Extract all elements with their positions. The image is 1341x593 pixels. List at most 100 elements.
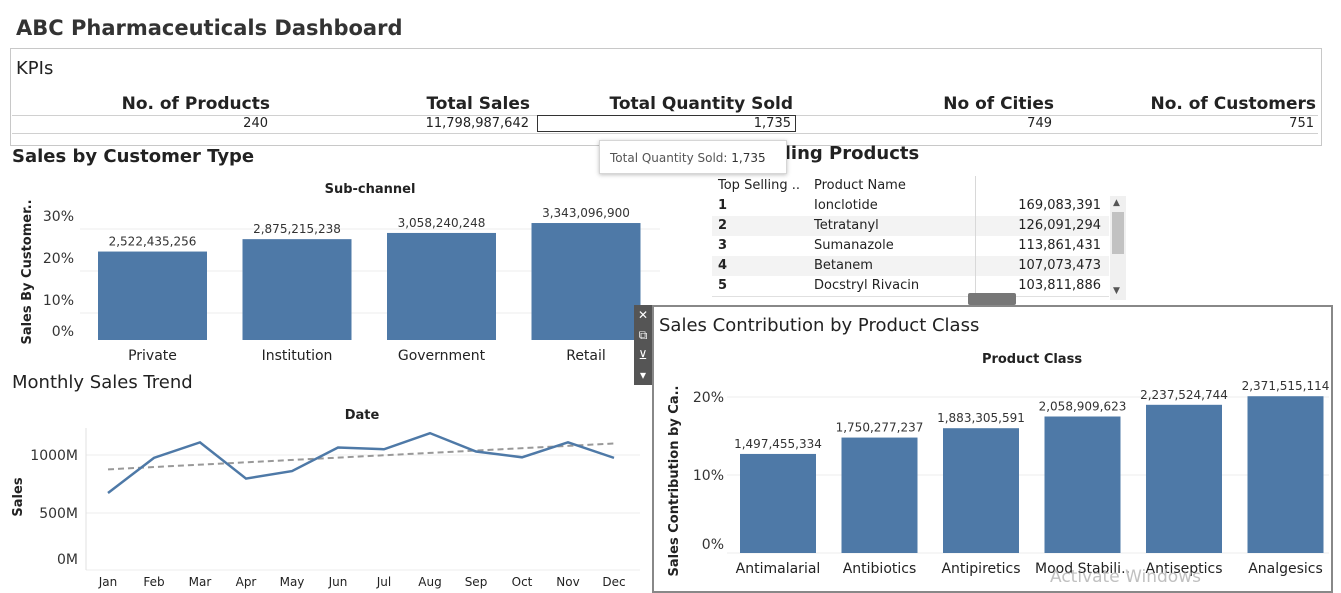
column-header-product-name[interactable]: Product Name [814,178,906,193]
row-rank: 3 [718,238,728,253]
bar-value-label: 2,237,524,744 [1140,388,1228,402]
kpi-value-products[interactable]: 240 [243,116,268,131]
row-sales: 169,083,391 [1018,198,1101,213]
row-product-name: Sumanazole [814,238,894,253]
windows-activation-watermark: Activate Windows [1050,567,1201,587]
row-product-name: Docstryl Rivacin [814,278,920,293]
x-tick-label: Jul [376,575,391,589]
kpi-tooltip: Total Quantity Sold: 1,735 [599,140,787,174]
product-class-panel[interactable]: Sales Contribution by Product Class Prod… [652,305,1333,593]
x-tick-label: Jun [328,575,348,589]
x-category-label: Antiseptics [1146,561,1223,577]
customer-type-section-title: Sales by Customer Type [12,146,255,167]
x-category-label: Antimalarial [736,561,821,577]
table-row[interactable]: 5 Docstryl Rivacin 103,811,886 [712,276,1109,297]
bar-value-label: 3,343,096,900 [542,206,630,220]
row-rank: 5 [718,278,728,293]
scroll-up-icon[interactable]: ▲ [1113,198,1120,208]
x-tick-label: Aug [418,575,441,589]
x-tick-label: May [280,575,305,589]
kpi-header-customers: No. of Customers [1150,94,1316,114]
row-sales: 113,861,431 [1018,238,1101,253]
kpi-value-total-sales[interactable]: 11,798,987,642 [425,116,529,131]
trend-line [107,442,615,471]
scroll-down-icon[interactable]: ▼ [1113,286,1120,296]
tooltip-value: 1,735 [731,151,766,165]
x-tick-label: Oct [512,575,533,589]
top-products-table[interactable]: Top Selling .. Product Name 1 Ionclotide… [712,176,1126,300]
bar[interactable] [1247,396,1324,553]
bar[interactable] [98,251,207,340]
x-category-label: Private [128,348,177,364]
x-tick-label: Nov [556,575,579,589]
dashboard-title: ABC Pharmaceuticals Dashboard [16,16,403,40]
x-tick-label: Mar [189,575,212,589]
bar[interactable] [740,453,816,553]
bar-value-label: 1,750,277,237 [836,421,924,435]
customer-type-chart-header: Sub-channel [324,182,416,197]
kpi-header-products: No. of Products [121,94,270,114]
y-tick-label: 0% [702,537,724,553]
sales-line[interactable] [107,431,615,494]
row-sales: 103,811,886 [1018,278,1101,293]
y-tick-label: 20% [43,251,74,267]
bar[interactable] [531,223,641,340]
kpi-value-quantity[interactable]: 1,735 [753,116,791,131]
row-sales: 107,073,473 [1018,258,1101,273]
y-tick-label: 30% [43,209,74,225]
y-tick-label: 500M [39,506,78,522]
table-row[interactable]: 4 Betanem 107,073,473 [712,256,1109,277]
bar[interactable] [943,428,1019,553]
x-category-label: Institution [262,348,333,364]
y-tick-label: 0M [57,552,78,568]
row-rank: 1 [718,198,728,213]
x-tick-label: Feb [143,575,164,589]
table-row[interactable]: 2 Tetratanyl 126,091,294 [712,216,1109,237]
bar[interactable] [1146,404,1222,553]
x-tick-label: Jan [98,575,118,589]
monthly-trend-y-axis-label: Sales [11,477,26,516]
bar[interactable] [841,437,918,553]
bar[interactable] [242,239,352,340]
bar-value-label: 2,371,515,114 [1242,379,1330,393]
y-tick-label: 20% [693,390,724,406]
kpi-header-total-sales: Total Sales [426,94,530,114]
x-tick-label: Sep [465,575,488,589]
table-scrollbar[interactable]: ▲ ▼ [1110,196,1126,300]
y-tick-label: 10% [43,293,74,309]
bar-value-label: 1,883,305,591 [937,411,1025,425]
kpi-value-cities[interactable]: 749 [1027,116,1052,131]
customer-type-chart: Sales By Customer.. 30% 20% 10% 0% 2,522… [20,199,660,364]
kpi-header-cities: No of Cities [943,94,1054,114]
table-row[interactable]: 1 Ionclotide 169,083,391 [712,196,1109,217]
bar[interactable] [1044,416,1121,554]
monthly-trend-chart: Sales 1000M 500M 0M Jan Feb Mar Apr May Jun Ju… [11,428,640,589]
x-category-label: Antipiretics [941,561,1020,577]
x-tick-label: Apr [236,575,257,589]
x-category-label: Antibiotics [843,561,917,577]
row-product-name: Betanem [814,258,873,273]
close-icon[interactable]: ✕ [637,308,649,322]
drag-handle[interactable] [968,293,1016,305]
column-header-rank[interactable]: Top Selling .. [718,178,801,193]
kpi-selection-highlight [537,115,796,132]
kpi-section-title: KPIs [16,58,54,79]
bar-value-label: 3,058,240,248 [398,216,486,230]
x-category-label: Retail [566,348,606,364]
bar-value-label: 2,875,215,238 [253,222,341,236]
scrollbar-thumb[interactable] [1112,212,1124,254]
table-row[interactable]: 3 Sumanazole 113,861,431 [712,236,1109,257]
row-rank: 2 [718,218,728,233]
bar-value-label: 1,497,455,334 [734,437,822,451]
bar[interactable] [387,232,496,340]
x-category-label: Analgesics [1248,561,1323,577]
bar-value-label: 2,522,435,256 [109,235,197,249]
more-options-icon[interactable]: ▾ [639,368,647,382]
product-class-section-title: Sales Contribution by Product Class [659,315,980,336]
tooltip-label: Total Quantity Sold: [610,151,728,165]
filter-icon[interactable]: ⊻ [638,348,648,362]
y-tick-label: 10% [693,468,724,484]
kpi-value-customers[interactable]: 751 [1289,116,1314,131]
open-in-new-icon[interactable]: ⧉ [638,328,648,342]
column-divider [975,176,976,300]
